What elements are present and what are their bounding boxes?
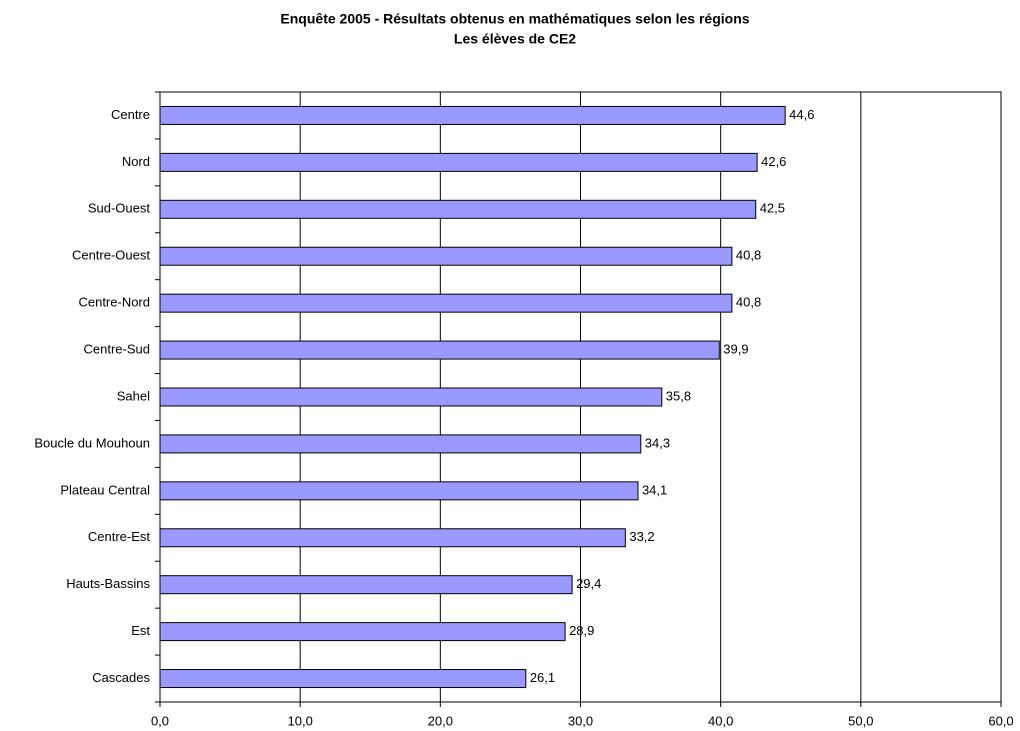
bar <box>159 434 642 454</box>
y-tick-label: Centre-Sud <box>84 342 150 357</box>
y-tick-label: Cascades <box>92 670 150 685</box>
x-tick-label: 50,0 <box>848 713 873 728</box>
x-tick-label: 0,0 <box>151 713 169 728</box>
y-tick-label: Centre <box>111 107 150 122</box>
data-label: 29,4 <box>576 576 601 591</box>
data-label: 39,9 <box>723 342 748 357</box>
data-label: 33,2 <box>629 529 654 544</box>
y-tick-label: Centre-Nord <box>78 295 150 310</box>
data-label: 28,9 <box>569 623 594 638</box>
data-label: 42,6 <box>761 154 786 169</box>
bar <box>159 152 758 172</box>
bar <box>159 387 663 407</box>
y-tick-label: Centre-Ouest <box>72 248 150 263</box>
x-tick-label: 40,0 <box>708 713 733 728</box>
data-label: 35,8 <box>666 388 691 403</box>
y-tick-label: Sud-Ouest <box>88 201 151 216</box>
y-tick-label: Centre-Est <box>88 529 151 544</box>
data-label: 34,3 <box>645 435 670 450</box>
bar <box>159 199 757 219</box>
y-tick-label: Sahel <box>117 388 150 403</box>
y-tick-label: Est <box>131 623 150 638</box>
bar <box>159 528 626 548</box>
y-tick-label: Hauts-Bassins <box>66 576 150 591</box>
data-label: 26,1 <box>530 670 555 685</box>
data-label: 40,8 <box>736 295 761 310</box>
bar <box>159 340 720 360</box>
bar <box>159 293 733 313</box>
x-tick-label: 30,0 <box>568 713 593 728</box>
bar <box>159 669 527 689</box>
chart-title: Enquête 2005 - Résultats obtenus en math… <box>280 11 749 27</box>
x-tick-label: 20,0 <box>428 713 453 728</box>
y-tick-label: Nord <box>122 154 150 169</box>
y-tick-label: Boucle du Mouhoun <box>34 435 150 450</box>
data-label: 34,1 <box>642 482 667 497</box>
bar <box>159 246 733 266</box>
y-tick-label: Plateau Central <box>60 482 150 497</box>
data-label: 44,6 <box>789 107 814 122</box>
bar <box>159 105 786 125</box>
data-label: 40,8 <box>736 248 761 263</box>
chart-subtitle: Les élèves de CE2 <box>454 31 576 47</box>
bar <box>159 622 566 642</box>
bar <box>159 575 573 595</box>
x-tick-label: 10,0 <box>288 713 313 728</box>
x-tick-label: 60,0 <box>988 713 1013 728</box>
bar <box>159 481 639 501</box>
data-label: 42,5 <box>760 201 785 216</box>
